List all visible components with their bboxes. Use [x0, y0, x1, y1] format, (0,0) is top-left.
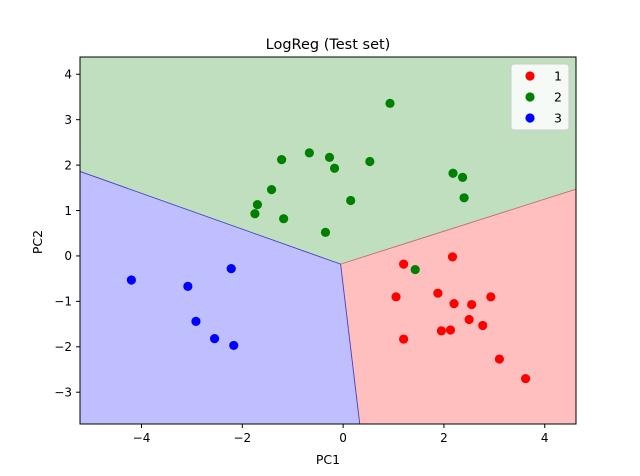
point-class-3 — [126, 275, 137, 285]
y-tick-label: 3 — [64, 113, 72, 127]
y-tick-label: 2 — [64, 158, 72, 172]
legend-label-2: 2 — [554, 90, 562, 105]
x-tick-label: 2 — [440, 431, 448, 445]
x-tick-label: 0 — [339, 431, 347, 445]
chart-title: LogReg (Test set) — [266, 37, 391, 53]
legend-label-1: 1 — [554, 69, 562, 84]
x-axis-ticks: −4 −2 0 2 4 — [133, 424, 549, 445]
point-class-1 — [494, 354, 504, 364]
y-tick-label: −3 — [54, 386, 72, 400]
x-tick-label: 4 — [541, 431, 549, 445]
point-class-2 — [266, 185, 277, 195]
y-axis-label: PC2 — [30, 230, 45, 254]
point-class-2 — [346, 195, 356, 206]
point-class-1 — [449, 299, 459, 309]
point-class-1 — [447, 252, 458, 262]
point-class-2 — [277, 155, 287, 165]
point-class-2 — [457, 172, 468, 182]
point-class-2 — [304, 148, 314, 158]
point-class-1 — [520, 373, 531, 384]
point-class-2 — [329, 163, 340, 173]
point-class-3 — [191, 316, 201, 326]
legend-marker-3 — [525, 113, 535, 123]
boundary-region-2-vs-3 — [79, 171, 341, 265]
point-class-1 — [399, 334, 409, 344]
data-points — [126, 98, 531, 384]
y-tick-label: 4 — [64, 68, 72, 82]
legend-marker-2 — [525, 92, 535, 102]
region-class-3 — [80, 171, 360, 424]
point-class-1 — [486, 292, 496, 302]
point-class-2 — [252, 200, 263, 210]
point-class-2 — [279, 214, 289, 224]
point-class-3 — [183, 281, 193, 291]
point-class-3 — [229, 340, 239, 351]
boundary-region-1-vs-2 — [340, 188, 577, 265]
point-class-1 — [391, 292, 401, 302]
point-class-2 — [320, 227, 331, 237]
legend-marker-1 — [525, 71, 535, 81]
boundary-region-1-vs-3 — [340, 264, 361, 425]
region-class-1 — [340, 189, 576, 424]
x-axis-label: PC1 — [316, 452, 340, 467]
x-tick-label: −4 — [133, 431, 151, 445]
decision-regions — [80, 57, 576, 424]
point-class-3 — [226, 264, 236, 274]
point-class-1 — [433, 288, 443, 298]
point-class-2 — [448, 168, 458, 178]
point-class-3 — [209, 334, 220, 344]
point-class-2 — [385, 98, 395, 108]
point-class-1 — [467, 299, 477, 310]
point-class-2 — [324, 152, 335, 162]
x-tick-label: −2 — [233, 431, 251, 445]
point-class-1 — [464, 314, 474, 325]
y-tick-label: 0 — [64, 249, 72, 263]
y-axis-ticks: −3 −2 −1 0 1 2 3 4 — [54, 68, 80, 400]
point-class-1 — [399, 259, 409, 269]
point-class-2 — [250, 209, 260, 219]
point-class-1 — [478, 320, 488, 331]
point-class-1 — [436, 326, 447, 336]
y-tick-label: −2 — [54, 340, 72, 354]
y-tick-label: −1 — [54, 295, 72, 309]
point-class-2 — [459, 193, 469, 203]
plot-frame — [79, 56, 577, 425]
legend: 1 2 3 — [510, 63, 570, 131]
legend-label-3: 3 — [554, 111, 562, 126]
point-class-1 — [445, 325, 456, 335]
decision-boundaries — [79, 171, 577, 425]
legend-box — [510, 63, 570, 131]
point-class-2 — [410, 264, 420, 275]
point-class-2 — [365, 156, 375, 167]
y-tick-label: 1 — [64, 204, 72, 218]
